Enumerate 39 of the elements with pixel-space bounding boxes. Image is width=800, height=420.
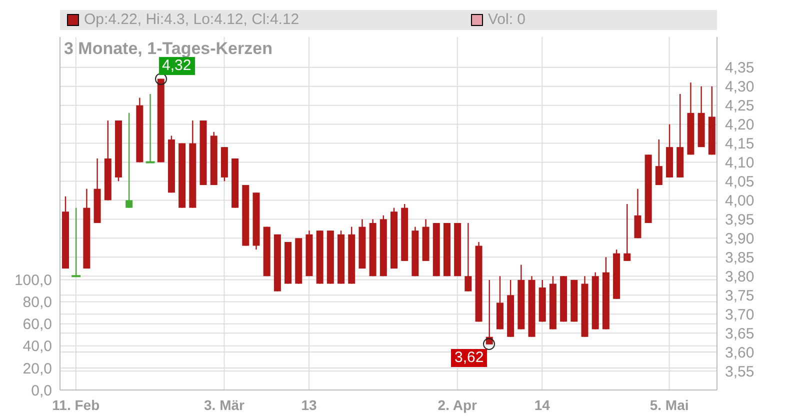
text: Op:4.22, Hi:4.3, Lo:4.12, Cl:4.12 — [84, 11, 300, 28]
y-tick-label: 4,00 — [725, 192, 754, 210]
y-tick-label: 4,15 — [725, 136, 754, 153]
y2-tick-label: 40,0 — [22, 338, 52, 356]
y-tick-label: 3,75 — [725, 287, 754, 304]
candlestick — [655, 138, 662, 186]
y2-tick-label: 20,0 — [22, 360, 52, 378]
chart-title: 3 Monate, 1-Tages-Kerzen — [64, 39, 272, 59]
x-tick-label: 13 — [301, 397, 318, 413]
y2-tick-label: 0,0 — [31, 382, 52, 400]
x-tick-label: 2. Apr — [438, 397, 478, 413]
y-tick-label: 4,05 — [725, 174, 754, 191]
y-tick-label: 3,85 — [725, 249, 754, 266]
y-tick-label: 4,30 — [725, 78, 754, 96]
annotation: 4,32 — [158, 56, 195, 75]
candlestick — [464, 222, 472, 292]
y2-tick-label: 60,0 — [22, 316, 52, 334]
y-tick-label: 3,90 — [725, 230, 754, 248]
y-tick-label: 3,65 — [725, 325, 754, 342]
text: Vol: 0 — [488, 11, 526, 28]
y-tick-label: 3,95 — [725, 212, 754, 229]
x-tick-label: 3. Mär — [204, 397, 246, 413]
annotation: 3,62 — [451, 349, 488, 368]
y-tick-label: 4,25 — [725, 98, 754, 115]
x-tick-label: 14 — [534, 397, 550, 413]
y-tick-label: 3,80 — [725, 268, 754, 286]
candlestick — [126, 112, 133, 208]
x-tick-label: 5. Mai — [650, 397, 689, 413]
y-tick-label: 3,60 — [725, 344, 754, 362]
candlestick — [624, 203, 631, 262]
y-tick-label: 4,10 — [725, 154, 754, 172]
y-tick-label: 4,20 — [725, 116, 754, 134]
x-tick-label: 11. Feb — [52, 397, 100, 413]
y-tick-label: 3,55 — [725, 363, 754, 380]
y-tick-label: 3,70 — [725, 306, 754, 324]
y2-tick-label: 80,0 — [22, 294, 52, 312]
y2-tick-label: 100,0 — [14, 272, 52, 290]
candlestick — [634, 188, 642, 239]
y-tick-label: 4,35 — [725, 60, 754, 77]
